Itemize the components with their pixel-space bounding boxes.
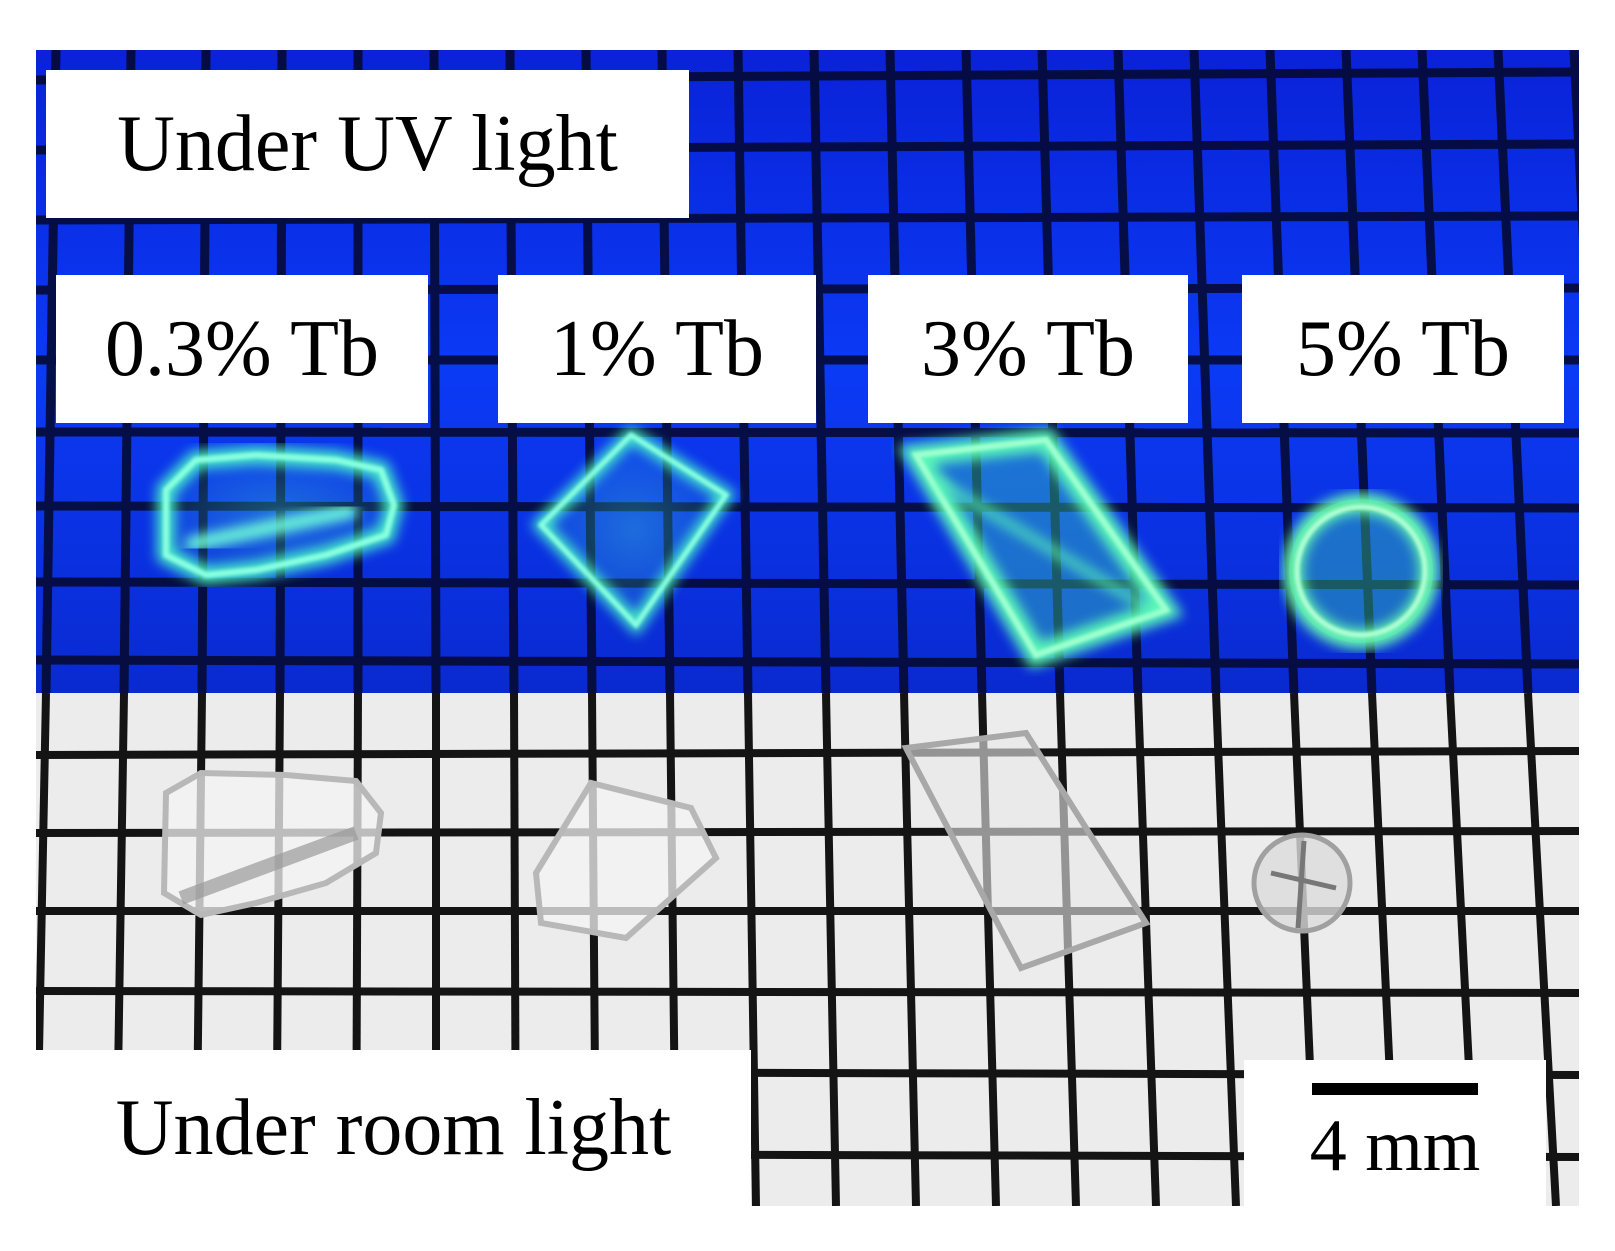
uv-light-title: Under UV light (46, 70, 689, 218)
scale-bar (1312, 1083, 1478, 1095)
uv-crystal-4 (1283, 493, 1439, 649)
uv-crystal-2 (531, 426, 736, 637)
uv-crystal-3 (897, 428, 1184, 669)
room-crystal-3 (901, 729, 1151, 972)
sample-label-3: 3% Tb (868, 275, 1188, 423)
room-crystal-2 (532, 779, 720, 942)
room-crystal-4 (1251, 832, 1353, 934)
room-light-title: Under room light (36, 1050, 751, 1206)
scale-bar-label: 4 mm (1309, 1105, 1481, 1187)
scale-bar-box: 4 mm (1244, 1060, 1546, 1206)
sample-label-1: 0.3% Tb (56, 275, 428, 423)
sample-label-4: 5% Tb (1242, 275, 1564, 423)
uv-crystal-1 (157, 445, 404, 585)
room-crystal-1 (160, 769, 385, 919)
photo-illustration (36, 50, 1579, 1206)
photo-composite: Under UV light 0.3% Tb 1% Tb 3% Tb 5% Tb… (36, 50, 1579, 1206)
sample-label-2: 1% Tb (498, 275, 816, 423)
